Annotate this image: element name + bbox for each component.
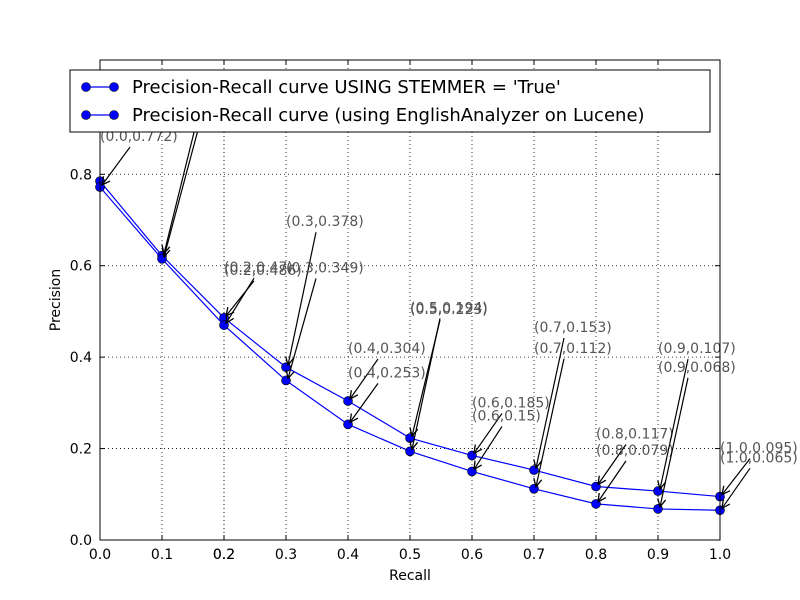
annotation-label: (0.7,0.112): [534, 341, 612, 357]
data-point: [157, 254, 167, 264]
annotation-arrow: [350, 382, 379, 422]
annotation-label: (0.9,0.068): [658, 360, 736, 376]
data-point: [529, 465, 539, 475]
annotation-label: (0.6,0.185): [472, 395, 550, 411]
annotation-label: (0.0,0.772): [100, 129, 178, 145]
annotation-arrow: [474, 413, 503, 453]
x-tick-label: 0.9: [647, 547, 669, 563]
y-tick-label: 0.4: [70, 350, 92, 366]
y-tick-label: 0.2: [70, 442, 92, 458]
y-axis-label: Precision: [48, 269, 64, 331]
legend-entry-label: Precision-Recall curve USING STEMMER = '…: [132, 77, 561, 98]
annotation-arrow: [474, 426, 503, 469]
annotation-arrow: [598, 460, 627, 502]
annotation-label: (0.2,0.486): [224, 263, 302, 279]
annotation-label: (1.0,0.095): [720, 441, 798, 457]
data-point: [405, 446, 415, 457]
annotation-label: (0.5,0.194): [410, 300, 488, 316]
annotation-arrow: [226, 277, 255, 323]
annotation-arrow: [412, 318, 441, 449]
annotation-label: (0.9,0.107): [658, 341, 736, 357]
annotation-arrow: [350, 358, 379, 399]
x-axis-label: Recall: [389, 568, 431, 584]
data-point: [281, 375, 291, 386]
annotation-arrow: [288, 232, 317, 365]
legend-marker: [109, 110, 119, 120]
legend: Precision-Recall curve USING STEMMER = '…: [69, 69, 711, 133]
annotation-label: (0.5,0.223): [410, 302, 488, 318]
ticks: 0.0 0.1 0.2 0.2 0.3 0.4 0.5 0.6 0.7 0.8 0.9 1.0 0.0 0…: [70, 60, 731, 563]
legend-entry-label: Precision-Recall curve (using EnglishAna…: [132, 105, 645, 126]
annotation-arrow: [536, 358, 565, 487]
annotation-arrow: [598, 444, 627, 485]
y-tick-label: 0.6: [70, 259, 92, 275]
x-tick-label: 0.1: [151, 547, 173, 563]
annotation-arrow: [660, 377, 689, 507]
annotation-label: (0.4,0.304): [348, 341, 426, 357]
annotation-arrow: [536, 337, 565, 468]
annotation-label: (0.7,0.153): [534, 320, 612, 336]
x-tick-label: 0.8: [585, 547, 607, 563]
x-tick-label: 0.7: [523, 547, 545, 563]
annotation-label: (1.0,0.065): [720, 450, 798, 466]
annotations: (0.2,0.486) (0.3,0.378) (0.4,0.304) (0.5,0.…: [100, 99, 798, 508]
data-point: [653, 504, 663, 514]
annotation-arrow: [226, 280, 255, 316]
x-tick-label: 0.0: [89, 547, 111, 563]
annotation-arrow: [660, 358, 689, 489]
x-tick-label: 0.2: [213, 547, 235, 563]
annotation-arrow: [102, 146, 131, 185]
annotation-label: (0.8,0.117): [596, 427, 674, 443]
annotation-label: (0.3,0.349): [286, 260, 364, 276]
data-point: [281, 362, 291, 373]
annotation-arrow: [722, 467, 751, 508]
annotation-arrow: [722, 458, 751, 495]
annotation-label: (0.8,0.079): [596, 443, 674, 459]
annotation-arrow: [288, 278, 317, 378]
x-tick-label: 1.0: [709, 547, 731, 563]
annotation-label: (0.4,0.253): [348, 365, 426, 381]
x-tick-label: 0.5: [399, 547, 421, 563]
data-point: [529, 483, 539, 494]
legend-box: [69, 69, 711, 133]
x-tick-label: 0.2: [213, 547, 235, 563]
annotation-label: (0.3,0.378): [286, 214, 364, 230]
annotation-label: (0.6,0.15): [472, 408, 541, 424]
y-tick-label: 0.8: [70, 167, 92, 183]
x-tick-label: 0.3: [275, 547, 297, 563]
annotation-label: (0.2,0.47): [224, 260, 293, 276]
legend-marker: [81, 110, 91, 120]
data-point: [653, 486, 663, 496]
x-tick-label: 0.4: [337, 547, 359, 563]
x-tick-label: 0.6: [461, 547, 483, 563]
legend-marker: [81, 82, 91, 92]
y-tick-label: 0.0: [70, 533, 92, 549]
legend-marker: [109, 82, 119, 92]
